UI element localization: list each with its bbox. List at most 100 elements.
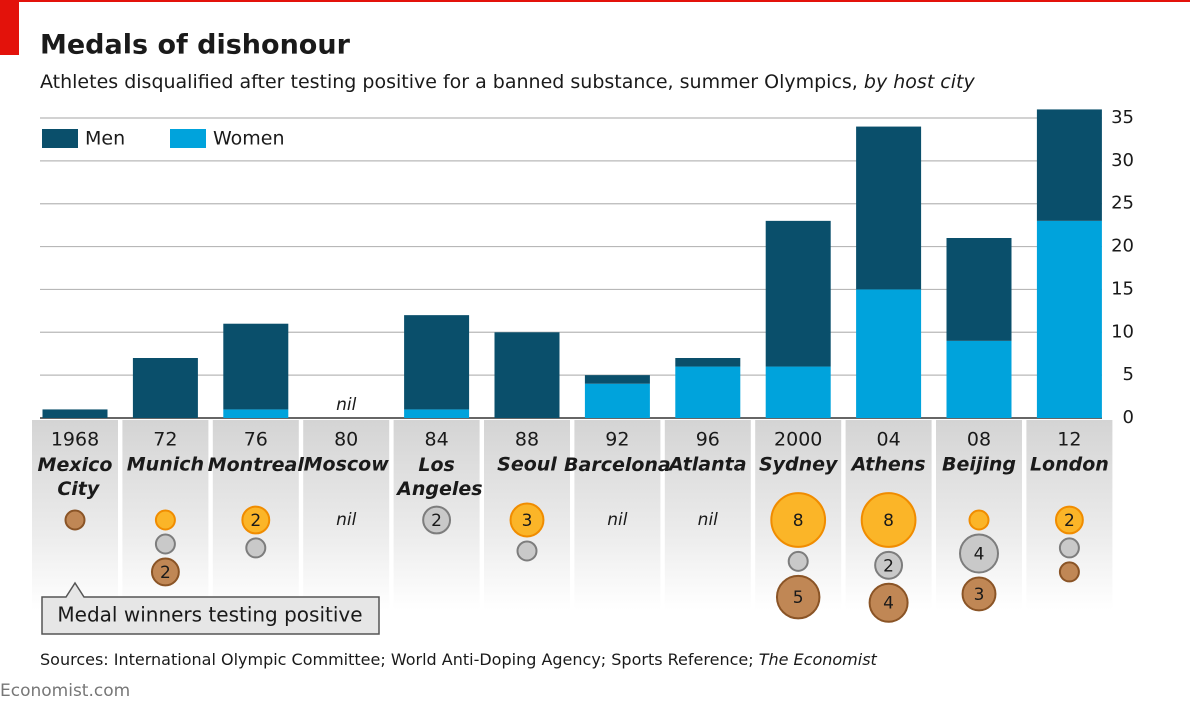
medal-gold: [1054, 505, 1084, 535]
x-tick-year: 04: [877, 429, 901, 451]
medal-gold: [770, 492, 827, 548]
x-tick-year: 2000: [774, 429, 822, 451]
bar: [584, 375, 650, 384]
x-tick-label: Beijing: [942, 454, 1016, 476]
x-tick-year: 96: [696, 429, 720, 451]
y-tick-label: 15: [1111, 278, 1134, 299]
bar: [765, 220, 831, 367]
medal-bronze: [150, 557, 180, 587]
y-tick-label: 25: [1111, 193, 1134, 214]
medal-bronze: [868, 582, 909, 623]
medal-label: 2: [1064, 511, 1075, 531]
x-tick-year: 76: [244, 429, 268, 451]
y-tick-label: 35: [1111, 107, 1134, 128]
x-tick-label: Athens: [850, 454, 926, 476]
column-background: [303, 420, 390, 610]
x-tick-year: 72: [153, 429, 177, 451]
medal-silver: [874, 550, 904, 580]
bar: [946, 238, 1012, 341]
bar: [675, 358, 741, 367]
bar: [404, 315, 470, 410]
medal-bronze: [1058, 561, 1080, 583]
legend-swatch: [42, 129, 78, 148]
subtitle-emphasis: by host city: [864, 71, 976, 93]
medal-label: 2: [883, 556, 894, 576]
brand-tab: [0, 0, 19, 55]
bar: [404, 409, 470, 418]
medal-silver: [245, 537, 267, 559]
bar: [856, 289, 922, 418]
medal-label: 2: [160, 563, 171, 583]
medal-label: 8: [883, 511, 894, 531]
x-tick-year: 1968: [51, 429, 99, 451]
medal-gold: [154, 509, 176, 531]
legend-label: Women: [213, 128, 285, 150]
column-background: [574, 420, 661, 610]
x-tick-label: Los Angeles: [391, 454, 483, 500]
nil-label: nil: [336, 510, 356, 530]
subtitle-text: Athletes disqualified after testing posi…: [40, 71, 858, 93]
y-tick-label: 20: [1111, 236, 1134, 257]
medal-gold: [968, 509, 990, 531]
y-tick-label: 0: [1123, 407, 1134, 428]
x-tick-year: 80: [334, 429, 358, 451]
column-background: [664, 420, 751, 610]
chart-subtitle: Athletes disqualified after testing posi…: [40, 71, 975, 93]
nil-label: nil: [336, 395, 356, 415]
medal-label: 4: [883, 594, 894, 614]
annotation-label: Medal winners testing positive: [57, 603, 362, 627]
y-tick-label: 10: [1111, 321, 1134, 342]
bar: [584, 383, 650, 418]
x-tick-label: Munich: [127, 454, 204, 476]
x-tick-label: Barcelona: [564, 454, 671, 476]
x-tick-label: Sydney: [759, 454, 839, 476]
x-tick-label: London: [1030, 454, 1109, 476]
x-tick-label: Atlanta: [667, 454, 747, 476]
medal-bronze: [775, 574, 821, 620]
annotation-box: [41, 581, 380, 635]
bar: [223, 409, 289, 418]
chart-title: Medals of dishonour: [40, 30, 351, 61]
footer: Economist.com: [0, 681, 130, 701]
medal-bronze: [961, 576, 997, 612]
y-tick-label: 5: [1123, 364, 1134, 385]
bar: [494, 332, 560, 418]
source-emphasis: The Economist: [759, 650, 878, 669]
x-tick-year: 08: [967, 429, 991, 451]
medal-silver: [787, 550, 809, 572]
y-tick-label: 30: [1111, 150, 1134, 171]
medal-label: 8: [793, 511, 804, 531]
medal-gold: [509, 502, 545, 538]
nil-label: nil: [698, 510, 718, 530]
bar: [856, 126, 922, 290]
x-tick-year: 92: [605, 429, 629, 451]
medal-label: 3: [974, 585, 985, 605]
x-tick-label: Moscow: [304, 454, 390, 476]
x-tick-year: 88: [515, 429, 539, 451]
x-tick-label: Mexico City: [38, 454, 113, 500]
medal-silver: [422, 505, 452, 535]
x-tick-label: Montreal: [208, 454, 305, 476]
medal-bronze: [64, 509, 86, 531]
top-rule: [0, 0, 1190, 2]
bar: [132, 358, 198, 418]
x-tick-year: 12: [1057, 429, 1081, 451]
medal-label: 2: [250, 511, 261, 531]
medal-label: 3: [522, 511, 533, 531]
x-tick-year: 84: [425, 429, 449, 451]
source: Sources: International Olympic Committee…: [40, 650, 878, 669]
medal-silver: [959, 533, 999, 574]
medal-label: 2: [431, 511, 442, 531]
source-text: Sources: International Olympic Committee…: [40, 650, 754, 669]
bar: [1036, 109, 1102, 221]
x-tick-label: Seoul: [497, 454, 557, 476]
nil-label: nil: [607, 510, 627, 530]
medal-silver: [1058, 537, 1080, 559]
bar: [42, 409, 108, 418]
bar: [946, 340, 1012, 418]
bar: [1036, 220, 1102, 418]
medal-label: 4: [974, 545, 985, 565]
bar: [223, 323, 289, 410]
